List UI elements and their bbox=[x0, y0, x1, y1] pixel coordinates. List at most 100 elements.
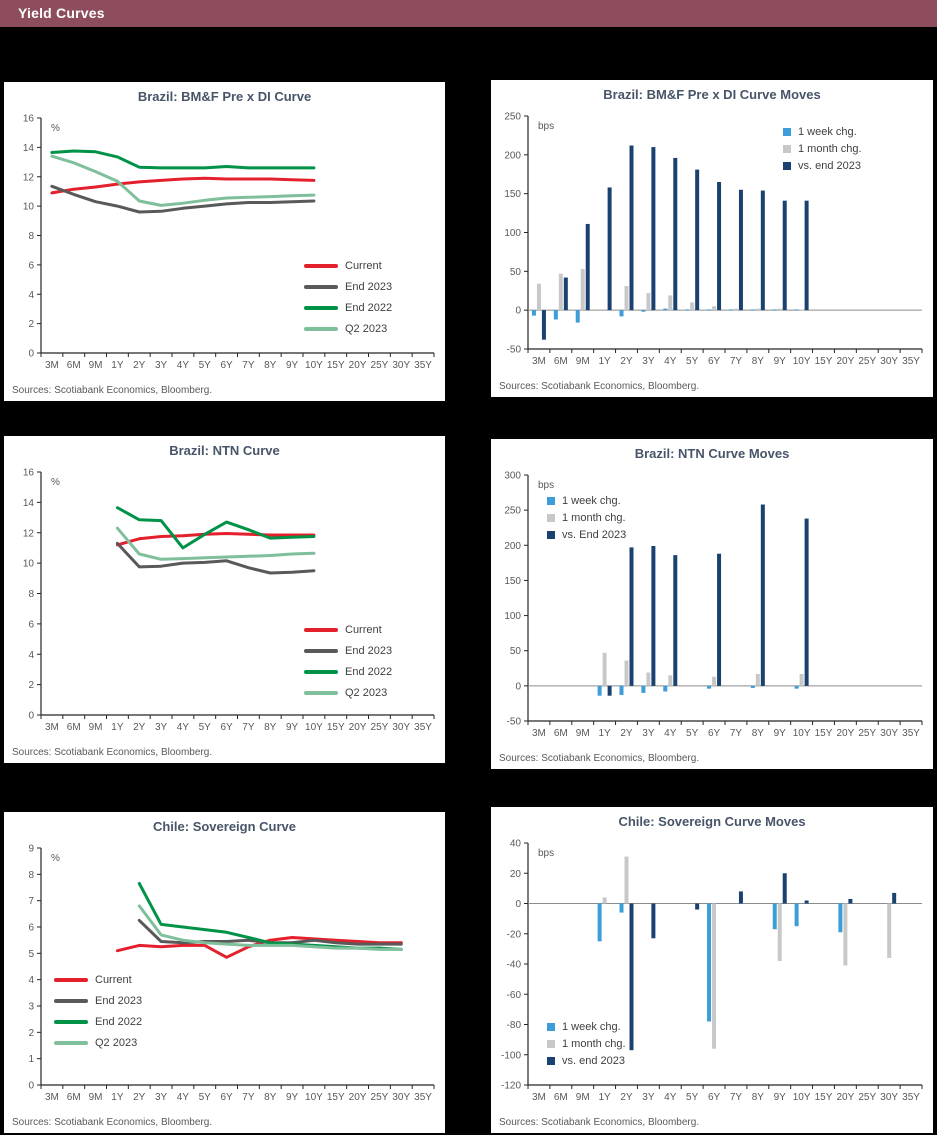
svg-text:30Y: 30Y bbox=[392, 722, 410, 733]
legend-label: 1 week chg. bbox=[562, 495, 621, 507]
svg-text:bps: bps bbox=[538, 848, 554, 859]
sources-note: Sources: Scotiabank Economics, Bloomberg… bbox=[499, 753, 700, 764]
svg-text:6Y: 6Y bbox=[708, 356, 721, 367]
legend-item: 1 month chg. bbox=[783, 143, 862, 155]
chart-panel-brazil-bmf-pre-di-curve: Brazil: BM&F Pre x DI Curve 0 2 4 6 8 10 12 14 1… bbox=[2, 80, 447, 403]
svg-text:1Y: 1Y bbox=[111, 360, 124, 371]
legend-swatch-icon bbox=[54, 978, 88, 982]
chart-plot-area: -50 0 50 100 150 200 250 300 3M 6M 9M 1Y 2Y 3Y 4Y 5Y 6Y 7… bbox=[494, 467, 930, 747]
chart-plot-area: 0 2 4 6 8 10 12 14 16 3M 6M 9M 1Y 2Y 3Y 4Y 5Y 6Y 7Y 8Y 9Y 10Y… bbox=[7, 464, 442, 741]
sources-note: Sources: Scotiabank Economics, Bloomberg… bbox=[12, 1117, 213, 1128]
svg-text:200: 200 bbox=[504, 541, 521, 552]
svg-text:5Y: 5Y bbox=[199, 1092, 212, 1103]
svg-text:-60: -60 bbox=[507, 990, 522, 1001]
svg-text:2Y: 2Y bbox=[620, 1092, 633, 1103]
legend-item: Q2 2023 bbox=[304, 323, 392, 335]
svg-text:9M: 9M bbox=[89, 1092, 103, 1103]
svg-text:25Y: 25Y bbox=[858, 728, 876, 739]
svg-text:6Y: 6Y bbox=[220, 722, 233, 733]
svg-text:2Y: 2Y bbox=[133, 1092, 146, 1103]
svg-text:15Y: 15Y bbox=[815, 728, 833, 739]
legend-item: Q2 2023 bbox=[54, 1037, 142, 1049]
svg-text:10Y: 10Y bbox=[793, 1092, 811, 1103]
svg-text:3M: 3M bbox=[45, 722, 59, 733]
svg-text:15Y: 15Y bbox=[327, 722, 345, 733]
svg-text:9Y: 9Y bbox=[286, 1092, 299, 1103]
chart-legend: Current End 2023 End 2022 Q2 2023 bbox=[54, 974, 142, 1049]
legend-swatch-icon bbox=[304, 264, 338, 268]
svg-text:15Y: 15Y bbox=[327, 360, 345, 371]
svg-text:bps: bps bbox=[538, 480, 554, 491]
svg-text:35Y: 35Y bbox=[902, 728, 920, 739]
legend-swatch-icon bbox=[547, 1040, 555, 1048]
legend-item: End 2022 bbox=[304, 302, 392, 314]
legend-label: vs. End 2023 bbox=[562, 529, 627, 541]
legend-label: 1 week chg. bbox=[798, 126, 857, 138]
svg-text:9Y: 9Y bbox=[774, 356, 787, 367]
svg-text:35Y: 35Y bbox=[414, 360, 432, 371]
svg-text:9M: 9M bbox=[89, 360, 103, 371]
svg-text:20Y: 20Y bbox=[349, 1092, 367, 1103]
svg-text:4Y: 4Y bbox=[177, 360, 190, 371]
svg-text:4Y: 4Y bbox=[664, 356, 677, 367]
svg-text:6: 6 bbox=[28, 260, 34, 271]
legend-swatch-icon bbox=[304, 691, 338, 695]
legend-swatch-icon bbox=[304, 285, 338, 289]
svg-text:7Y: 7Y bbox=[242, 1092, 255, 1103]
svg-text:8Y: 8Y bbox=[752, 356, 765, 367]
svg-text:25Y: 25Y bbox=[858, 1092, 876, 1103]
sources-note: Sources: Scotiabank Economics, Bloomberg… bbox=[499, 381, 700, 392]
chart-panel-chile-sovereign-curve-moves: Chile: Sovereign Curve Moves -120 -100 -80… bbox=[489, 805, 935, 1135]
legend-item: 1 month chg. bbox=[547, 1038, 626, 1050]
legend-item: vs. end 2023 bbox=[547, 1055, 626, 1067]
svg-text:10Y: 10Y bbox=[305, 1092, 323, 1103]
svg-text:10Y: 10Y bbox=[305, 360, 323, 371]
svg-text:30Y: 30Y bbox=[392, 360, 410, 371]
svg-text:3M: 3M bbox=[532, 356, 546, 367]
legend-swatch-icon bbox=[547, 531, 555, 539]
chart-panel-brazil-bmf-pre-di-curve-moves: Brazil: BM&F Pre x DI Curve Moves -50 0 50… bbox=[489, 78, 935, 399]
legend-label: 1 month chg. bbox=[798, 143, 862, 155]
svg-text:4Y: 4Y bbox=[177, 1092, 190, 1103]
svg-text:35Y: 35Y bbox=[902, 1092, 920, 1103]
svg-text:6M: 6M bbox=[67, 1092, 81, 1103]
svg-text:2Y: 2Y bbox=[133, 722, 146, 733]
svg-text:2: 2 bbox=[28, 319, 34, 330]
chart-canvas: 0 1 2 3 4 5 6 7 8 9 3M 6M 9M 1Y 2Y 3Y 4Y 5Y 6Y 7Y 8Y 9Y 10Y 15Y… bbox=[28, 844, 435, 1103]
legend-item: 1 week chg. bbox=[547, 1021, 626, 1033]
svg-text:100: 100 bbox=[504, 611, 521, 622]
svg-text:20: 20 bbox=[510, 869, 522, 880]
legend-item: Current bbox=[54, 974, 142, 986]
svg-text:6M: 6M bbox=[67, 722, 81, 733]
svg-text:4: 4 bbox=[28, 975, 34, 986]
legend-item: vs. end 2023 bbox=[783, 160, 862, 172]
chart-title: Brazil: BM&F Pre x DI Curve bbox=[137, 89, 312, 104]
svg-text:6Y: 6Y bbox=[708, 728, 721, 739]
svg-text:9M: 9M bbox=[89, 722, 103, 733]
legend-label: vs. end 2023 bbox=[562, 1055, 625, 1067]
svg-text:-100: -100 bbox=[501, 1050, 521, 1061]
legend-swatch-icon bbox=[54, 1041, 88, 1045]
legend-label: 1 month chg. bbox=[562, 1038, 626, 1050]
legend-label: Q2 2023 bbox=[95, 1037, 138, 1049]
svg-text:%: % bbox=[51, 853, 60, 864]
svg-text:35Y: 35Y bbox=[902, 356, 920, 367]
svg-text:3Y: 3Y bbox=[155, 722, 168, 733]
chart-panel-brazil-ntn-curve-moves: Brazil: NTN Curve Moves -50 0 50 100 150 200 2… bbox=[489, 437, 935, 771]
svg-text:30Y: 30Y bbox=[880, 728, 898, 739]
legend-item: Current bbox=[304, 260, 392, 272]
svg-text:-120: -120 bbox=[501, 1081, 521, 1092]
legend-swatch-icon bbox=[783, 145, 791, 153]
svg-text:100: 100 bbox=[504, 228, 521, 239]
legend-swatch-icon bbox=[304, 327, 338, 331]
svg-text:25Y: 25Y bbox=[371, 722, 389, 733]
svg-text:3M: 3M bbox=[532, 728, 546, 739]
svg-text:4Y: 4Y bbox=[664, 1092, 677, 1103]
svg-text:3Y: 3Y bbox=[642, 728, 655, 739]
svg-text:25Y: 25Y bbox=[371, 1092, 389, 1103]
svg-text:1: 1 bbox=[28, 1054, 34, 1065]
svg-text:150: 150 bbox=[504, 189, 521, 200]
legend-label: End 2022 bbox=[345, 666, 393, 678]
svg-text:16: 16 bbox=[23, 468, 35, 479]
svg-text:5Y: 5Y bbox=[199, 722, 212, 733]
